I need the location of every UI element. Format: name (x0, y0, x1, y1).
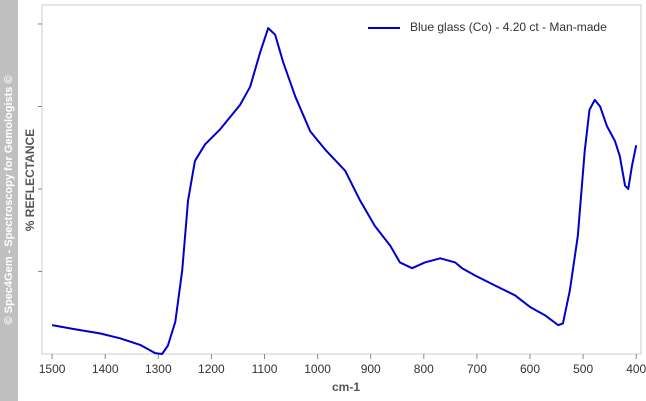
x-tick-label: 1000 (304, 362, 331, 376)
x-tick-label: 500 (573, 362, 593, 376)
x-tick-label: 1500 (39, 362, 66, 376)
y-axis-label: % REFLECTANCE (23, 129, 37, 231)
x-tick-label: 600 (520, 362, 540, 376)
x-tick-label: 800 (414, 362, 434, 376)
x-tick-label: 700 (467, 362, 487, 376)
spectrum-line (51, 27, 638, 355)
x-tick-label: 1400 (92, 362, 119, 376)
x-tick-label: 900 (361, 362, 381, 376)
plot-frame (41, 4, 642, 355)
x-tick-label: 400 (626, 362, 646, 376)
x-tick-label: 1100 (252, 362, 278, 376)
x-tick-label: 1300 (145, 362, 172, 376)
side-bar (0, 0, 18, 401)
x-axis-label: cm-1 (332, 380, 360, 394)
legend-label: Blue glass (Co) - 4.20 ct - Man-made (410, 20, 607, 34)
side-note: © Spec4Gem - Spectroscopy for Gemologist… (3, 75, 15, 324)
x-tick-label: 1200 (198, 362, 225, 376)
